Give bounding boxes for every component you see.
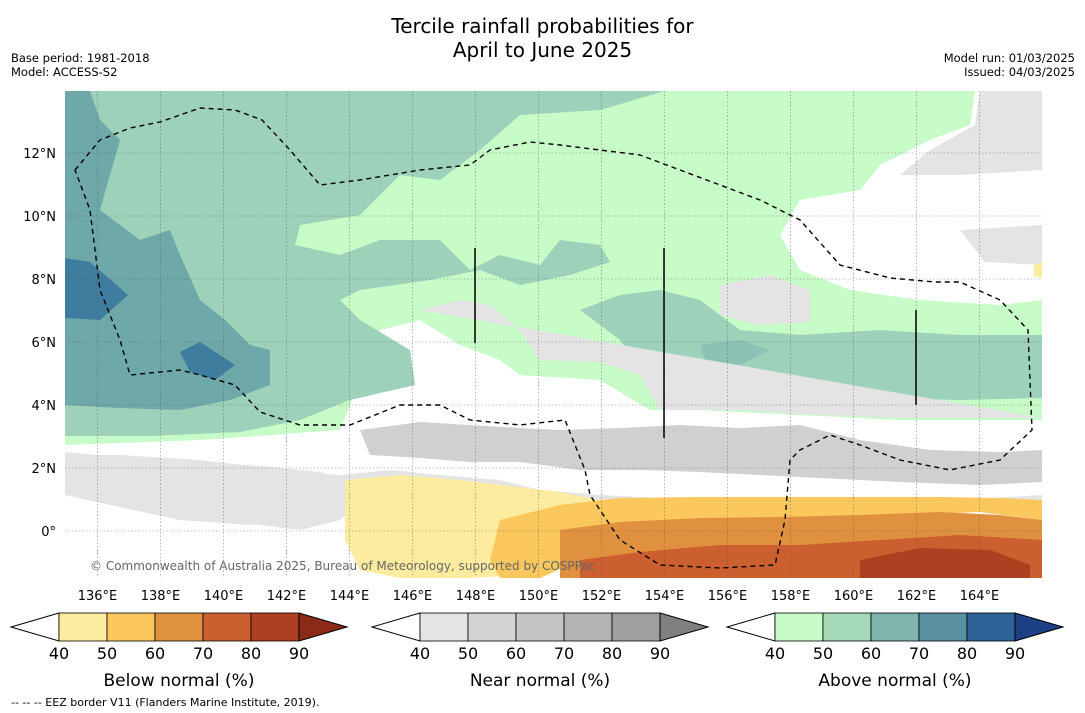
eez-border [74, 107, 1033, 569]
above-normal-60-region [65, 91, 270, 410]
colorbar-segment [154, 612, 204, 642]
base-period-text: Base period: 1981-2018 [11, 51, 150, 65]
colorbars: 40 50 60 70 80 90 Below normal (%) 40 50 60 70 80 90… [9, 612, 1065, 691]
colorbar-tick-label: 50 [813, 644, 833, 663]
colorbar-tick-label: 70 [193, 644, 213, 663]
colorbar-segment [611, 612, 661, 642]
lat-tick-label: 0° [41, 525, 56, 540]
lon-tick-label: 158°E [771, 589, 811, 604]
title-line-1: Tercile rainfall probabilities for [391, 14, 694, 38]
coastline-marks [474, 248, 917, 438]
colorbar-tick-label: 90 [1005, 644, 1025, 663]
below-normal-50-region [490, 497, 1042, 578]
colorbar-tick-label: 60 [145, 644, 165, 663]
colorbar-3: 40 50 60 70 80 90 Above normal (%) [725, 612, 1065, 691]
colorbar-segment [250, 612, 300, 642]
colorbar-segment [870, 612, 920, 642]
latitude-labels: 12°N 10°N 8°N 6°N 4°N 2°N 0° [23, 147, 56, 540]
colorbar-segment [419, 612, 469, 642]
lon-tick-label: 162°E [897, 589, 937, 604]
lon-tick-label: 164°E [960, 589, 1000, 604]
above-normal-70-patch [180, 342, 235, 380]
longitude-labels: 136°E 138°E 140°E 142°E 144°E 146°E 148°E 150°E… [78, 589, 1000, 604]
lat-tick-label: 10°N [23, 210, 56, 225]
map-fields [65, 91, 1042, 578]
colorbar-title: Near normal (%) [470, 671, 610, 691]
lon-tick-label: 138°E [141, 589, 181, 604]
lon-tick-label: 136°E [78, 589, 118, 604]
colorbar-max-arrow [659, 612, 710, 642]
model-text: Model: ACCESS-S2 [11, 65, 118, 79]
eez-footnote: -- -- -- EEZ border V11 (Flanders Marine… [11, 696, 320, 709]
above-normal-70-region [65, 258, 128, 320]
colorbar-segment [58, 612, 108, 642]
near-normal-40-west [65, 452, 345, 525]
colorbar-tick-label: 50 [458, 644, 478, 663]
above-normal-60-band [700, 340, 770, 365]
lon-tick-label: 154°E [645, 589, 685, 604]
meta-left: Base period: 1981-2018 Model: ACCESS-S2 [11, 51, 150, 79]
colorbar-1: 40 50 60 70 80 90 Below normal (%) [9, 612, 349, 691]
colorbar-tick-label: 90 [650, 644, 670, 663]
model-run-text: Model run: 01/03/2025 [943, 51, 1075, 65]
colorbar-segment [106, 612, 156, 642]
colorbar-tick-label: 80 [241, 644, 261, 663]
colorbar-segment [467, 612, 517, 642]
meta-right: Model run: 01/03/2025 Issued: 04/03/2025 [944, 51, 1075, 79]
colorbar-tick-label: 40 [410, 644, 430, 663]
lon-tick-label: 142°E [267, 589, 307, 604]
colorbar-segment [515, 612, 565, 642]
below-normal-80-region [860, 548, 1030, 578]
colorbar-segment [774, 612, 824, 642]
near-normal-40-east [960, 225, 1042, 265]
colorbar-segment [563, 612, 613, 642]
colorbar-tick-label: 60 [506, 644, 526, 663]
colorbar-title: Below normal (%) [104, 671, 255, 691]
lat-tick-label: 4°N [32, 399, 57, 414]
lat-tick-label: 12°N [23, 147, 56, 162]
colorbar-segment [966, 612, 1016, 642]
title-line-2: April to June 2025 [452, 38, 633, 62]
lon-tick-label: 150°E [519, 589, 559, 604]
colorbar-tick-label: 90 [289, 644, 309, 663]
colorbar-tick-label: 80 [602, 644, 622, 663]
colorbar-min-arrow [370, 612, 421, 642]
colorbar-tick-label: 50 [97, 644, 117, 663]
colorbar-tick-label: 80 [957, 644, 977, 663]
colorbar-segment [202, 612, 252, 642]
near-normal-40-mid [720, 275, 810, 325]
colorbar-segment [918, 612, 968, 642]
lon-tick-label: 148°E [456, 589, 496, 604]
colorbar-min-arrow [725, 612, 776, 642]
gridlines [65, 91, 1042, 578]
colorbar-title: Above normal (%) [818, 671, 971, 691]
colorbar-tick-label: 40 [49, 644, 69, 663]
colorbar-tick-label: 40 [765, 644, 785, 663]
colorbar-min-arrow [9, 612, 60, 642]
near-normal-40-north [900, 91, 1042, 175]
lat-tick-label: 8°N [32, 273, 57, 288]
lon-tick-label: 156°E [708, 589, 748, 604]
lon-tick-label: 152°E [582, 589, 622, 604]
colorbar-max-arrow [298, 612, 349, 642]
issued-text: Issued: 04/03/2025 [964, 65, 1075, 79]
copyright-text: © Commonwealth of Australia 2025, Bureau… [90, 559, 595, 573]
colorbar-tick-label: 60 [861, 644, 881, 663]
lon-tick-label: 144°E [330, 589, 370, 604]
colorbar-tick-label: 70 [554, 644, 574, 663]
lat-tick-label: 6°N [32, 336, 57, 351]
lon-tick-label: 140°E [204, 589, 244, 604]
colorbar-segment [822, 612, 872, 642]
lon-tick-label: 146°E [393, 589, 433, 604]
colorbar-2: 40 50 60 70 80 90 Near normal (%) [370, 612, 710, 691]
lat-tick-label: 2°N [32, 462, 57, 477]
colorbar-max-arrow [1014, 612, 1065, 642]
map-title: Tercile rainfall probabilities for April… [0, 14, 1085, 62]
near-normal-50-band [360, 422, 1042, 485]
below-normal-40-patch [1034, 262, 1042, 278]
lon-tick-label: 160°E [834, 589, 874, 604]
colorbar-tick-label: 70 [909, 644, 929, 663]
